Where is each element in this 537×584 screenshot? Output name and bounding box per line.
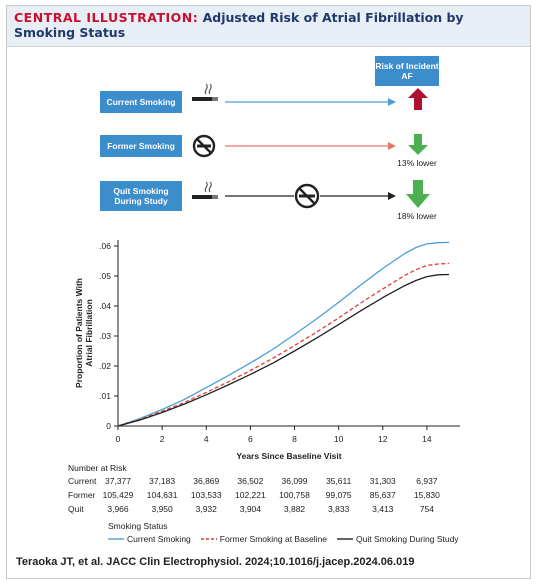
x-tick-label: 10 <box>334 434 344 444</box>
risk-cell: 85,637 <box>369 490 396 500</box>
risk-cell: 37,183 <box>149 476 176 486</box>
legend-swatch <box>337 538 354 540</box>
risk-row-label: Current <box>68 476 97 486</box>
risk-table-title: Number at Risk <box>68 463 127 473</box>
risk-cell: 105,429 <box>102 490 134 500</box>
risk-cell: 6,937 <box>416 476 438 486</box>
figure-frame <box>6 5 531 579</box>
y-tick-label: .05 <box>99 271 111 281</box>
risk-row-label: Former <box>68 490 96 500</box>
former-connector-arrow <box>225 142 396 150</box>
cigarette-icon <box>192 181 218 199</box>
legend-title: Smoking Status <box>108 521 168 531</box>
risk-cell: 31,303 <box>369 476 396 486</box>
chart-legend: Current Smoking Former Smoking at Baselin… <box>108 533 469 545</box>
x-tick-label: 12 <box>378 434 388 444</box>
risk-up-arrow-icon <box>408 88 428 110</box>
risk-cell: 36,869 <box>193 476 220 486</box>
risk-cell: 104,631 <box>146 490 178 500</box>
risk-cell: 3,413 <box>372 504 394 514</box>
current-connector-arrow <box>225 98 396 106</box>
x-tick-label: 8 <box>292 434 297 444</box>
header-divider <box>7 46 530 47</box>
risk-cell: 35,611 <box>325 476 352 486</box>
x-tick-label: 4 <box>204 434 209 444</box>
cigarette-icon <box>192 83 218 101</box>
y-tick-label: .01 <box>99 391 111 401</box>
schematic-graphics <box>192 83 430 209</box>
legend-item: Quit Smoking During Study <box>337 534 459 544</box>
risk-cell: 3,904 <box>239 504 262 514</box>
risk-cell: 99,075 <box>325 490 352 500</box>
series-line-former-smoking-at-baseline <box>117 262 450 427</box>
risk-cell: 3,966 <box>107 504 129 514</box>
x-tick-label: 14 <box>422 434 432 444</box>
risk-down-arrow-icon <box>408 134 428 155</box>
legend-item: Current Smoking <box>108 534 191 544</box>
x-tick-label: 6 <box>248 434 253 444</box>
risk-cell: 754 <box>419 504 434 514</box>
quit-outcome-label: 18% lower <box>397 211 437 221</box>
series-line-current-smoking <box>117 241 450 427</box>
chart-series <box>117 241 450 427</box>
risk-down-arrow-icon <box>406 180 430 208</box>
y-tick-label: .03 <box>99 331 111 341</box>
risk-row-current: Current 37,377 37,183 36,869 36,502 36,099 35,… <box>68 476 488 488</box>
title-lead: CENTRAL ILLUSTRATION: <box>14 10 199 25</box>
risk-cell: 36,502 <box>237 476 264 486</box>
series-line-quit-smoking-during-study <box>117 273 450 427</box>
title-banner <box>7 6 530 46</box>
legend-label: Current Smoking <box>127 534 191 544</box>
legend-label: Former Smoking at Baseline <box>219 534 328 544</box>
risk-cell: 3,882 <box>283 504 306 514</box>
y-axis-title: Proportion of Patients WithAtrial Fibril… <box>74 278 94 388</box>
risk-cell: 3,833 <box>328 504 350 514</box>
risk-row-label: Quit <box>68 504 84 514</box>
current-smoking-pill: Current Smoking <box>100 91 182 113</box>
former-outcome-label: 13% lower <box>397 158 437 168</box>
no-smoking-icon <box>192 134 216 158</box>
risk-cell: 102,221 <box>235 490 266 500</box>
risk-cell: 3,950 <box>151 504 173 514</box>
x-axis-title: Years Since Baseline Visit <box>236 451 341 461</box>
legend-item: Former Smoking at Baseline <box>200 534 328 544</box>
quit-connector-arrow <box>320 192 396 200</box>
risk-row-former: Former 105,429 104,631 103,533 102,221 100,75… <box>68 490 488 502</box>
risk-cell: 37,377 <box>105 476 131 486</box>
y-tick-label: .06 <box>99 241 111 251</box>
former-smoking-pill: Former Smoking <box>100 135 182 157</box>
no-smoking-icon <box>294 183 320 209</box>
cumulative-incidence-chart: 0 .01 .02 .03 .04 .05 .06 0 2 4 6 8 10 12 14 Years Sin… <box>74 240 460 461</box>
legend-swatch <box>108 538 124 540</box>
chart-axes: 0 .01 .02 .03 .04 .05 .06 0 2 4 6 8 10 12 14 <box>99 240 460 444</box>
y-tick-label: .02 <box>99 361 111 371</box>
legend-swatch <box>200 538 217 540</box>
legend-label: Quit Smoking During Study <box>356 534 459 544</box>
risk-cell: 100,758 <box>279 490 310 500</box>
risk-cell: 15,830 <box>413 490 440 500</box>
title-text: Adjusted Risk of Atrial Fibrillation by … <box>14 10 464 40</box>
risk-cell: 3,932 <box>195 504 217 514</box>
risk-row-quit: Quit 3,966 3,950 3,932 3,904 3,882 3,833 3,413 7… <box>68 504 488 516</box>
x-tick-label: 2 <box>160 434 165 444</box>
quit-smoking-pill: Quit Smoking During Study <box>100 181 182 211</box>
y-tick-label: 0 <box>106 421 111 431</box>
risk-cell: 103,533 <box>190 490 222 500</box>
x-tick-label: 0 <box>116 434 121 444</box>
citation: Teraoka JT, et al. JACC Clin Electrophys… <box>16 556 415 568</box>
risk-cell: 36,099 <box>281 476 308 486</box>
risk-of-af-box: Risk of Incident AF <box>375 56 439 86</box>
y-tick-label: .04 <box>99 301 111 311</box>
figure-title: CENTRAL ILLUSTRATION: Adjusted Risk of A… <box>14 10 524 40</box>
